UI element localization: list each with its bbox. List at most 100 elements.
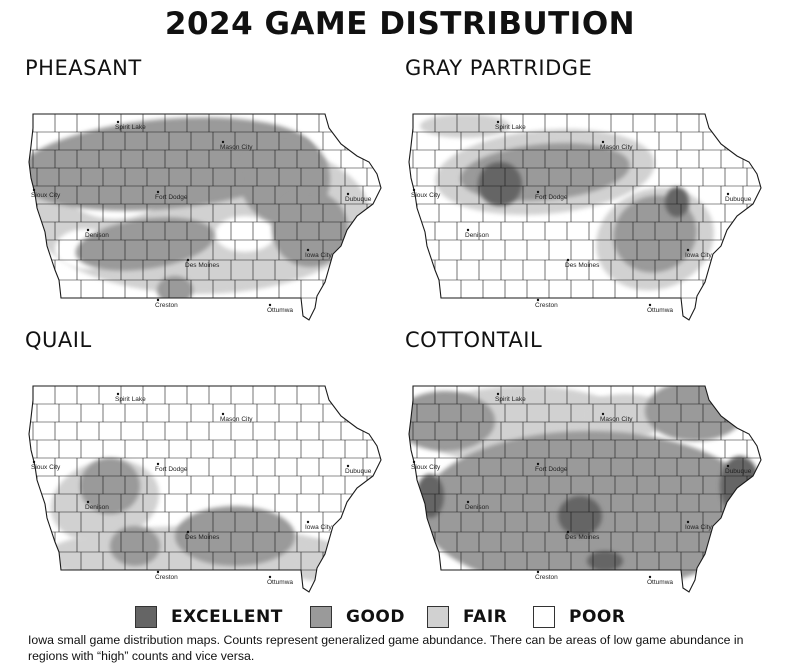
zone-excellent xyxy=(416,474,444,518)
city-label-sioux-city: Sioux City xyxy=(31,464,61,471)
city-label-mason-city: Mason City xyxy=(600,144,633,151)
map-caption: Iowa small game distribution maps. Count… xyxy=(28,633,744,663)
city-marker-fort-dodge xyxy=(156,462,160,466)
city-label-sioux-city: Sioux City xyxy=(411,192,441,199)
legend-label-excellent: EXCELLENT xyxy=(171,607,283,627)
city-marker-spirit-lake xyxy=(116,120,120,124)
zone-good xyxy=(272,191,348,267)
city-label-sioux-city: Sioux City xyxy=(411,464,441,471)
city-marker-sioux-city xyxy=(412,188,416,192)
quail-map-title: QUAIL xyxy=(25,328,92,352)
city-label-denison: Denison xyxy=(85,504,109,511)
legend-label-fair: FAIR xyxy=(463,607,508,627)
city-label-des-moines: Des Moines xyxy=(565,262,600,269)
legend-swatch-poor xyxy=(533,606,555,628)
city-label-ottumwa: Ottumwa xyxy=(647,579,673,586)
county-lines xyxy=(409,114,761,299)
city-label-creston: Creston xyxy=(535,302,558,309)
city-marker-creston xyxy=(536,298,540,302)
city-marker-creston xyxy=(536,570,540,574)
zone-poor xyxy=(215,216,275,252)
city-marker-ottumwa xyxy=(648,303,652,307)
city-marker-sioux-city xyxy=(32,460,36,464)
city-label-iowa-city: Iowa City xyxy=(685,252,712,259)
city-marker-dubuque xyxy=(726,464,730,468)
gray-partridge-map: Spirit Lake Mason City Sioux City Fort Dodg… xyxy=(408,113,762,321)
cottontail-map-title: COTTONTAIL xyxy=(405,328,543,352)
zone-excellent xyxy=(587,551,623,571)
pheasant-map-panel: PHEASANT Spirit Lake Mason City Sioux City… xyxy=(25,56,395,321)
zone-fair xyxy=(291,541,339,581)
city-label-denison: Denison xyxy=(465,504,489,511)
state-outline xyxy=(28,113,382,321)
city-marker-creston xyxy=(156,298,160,302)
quail-map: Spirit Lake Mason City Sioux City Fort Dodg… xyxy=(28,385,382,593)
city-marker-iowa-city xyxy=(686,520,690,524)
city-label-iowa-city: Iowa City xyxy=(685,524,712,531)
city-label-fort-dodge: Fort Dodge xyxy=(535,466,568,473)
cottontail-map: Spirit Lake Mason City Sioux City Fort Dodg… xyxy=(408,385,762,593)
city-marker-mason-city xyxy=(221,412,225,416)
pheasant-map: Spirit Lake Mason City Sioux City Fort Dodg… xyxy=(28,113,382,321)
abundance-zones xyxy=(420,114,714,291)
city-label-des-moines: Des Moines xyxy=(185,534,220,541)
city-marker-denison xyxy=(466,228,470,232)
legend-item-excellent: EXCELLENT xyxy=(135,604,283,630)
city-label-creston: Creston xyxy=(155,574,178,581)
city-marker-denison xyxy=(86,500,90,504)
city-label-mason-city: Mason City xyxy=(600,416,633,423)
legend-item-fair: FAIR xyxy=(427,604,507,630)
legend-label-poor: POOR xyxy=(569,607,626,627)
city-marker-mason-city xyxy=(601,140,605,144)
city-marker-ottumwa xyxy=(268,303,272,307)
zone-good xyxy=(80,458,140,514)
zone-good xyxy=(110,526,160,566)
city-label-spirit-lake: Spirit Lake xyxy=(495,396,526,403)
zone-good xyxy=(75,217,215,271)
city-marker-mason-city xyxy=(601,412,605,416)
city-marker-dubuque xyxy=(726,192,730,196)
legend-swatch-fair xyxy=(427,606,449,628)
legend-item-poor: POOR xyxy=(533,604,625,630)
city-marker-ottumwa xyxy=(268,575,272,579)
city-label-dubuque: Dubuque xyxy=(345,468,372,475)
city-label-iowa-city: Iowa City xyxy=(305,524,332,531)
county-lines xyxy=(29,386,381,571)
gray-partridge-map-title: GRAY PARTRIDGE xyxy=(405,56,593,80)
city-label-dubuque: Dubuque xyxy=(345,196,372,203)
city-label-iowa-city: Iowa City xyxy=(305,252,332,259)
city-marker-spirit-lake xyxy=(496,120,500,124)
pheasant-map-title: PHEASANT xyxy=(25,56,142,80)
city-label-des-moines: Des Moines xyxy=(185,262,220,269)
zone-good xyxy=(157,276,193,304)
city-marker-denison xyxy=(86,228,90,232)
abundance-zones xyxy=(29,117,370,304)
city-label-fort-dodge: Fort Dodge xyxy=(155,194,188,201)
city-label-spirit-lake: Spirit Lake xyxy=(115,396,146,403)
city-label-ottumwa: Ottumwa xyxy=(267,307,293,314)
city-marker-ottumwa xyxy=(648,575,652,579)
zone-good xyxy=(409,391,495,451)
city-marker-iowa-city xyxy=(686,248,690,252)
legend-item-good: GOOD xyxy=(310,604,405,630)
cottontail-map-panel: COTTONTAIL Spirit Lake Mason City Sioux Ci… xyxy=(405,328,775,593)
city-marker-sioux-city xyxy=(412,460,416,464)
abundance-zones xyxy=(409,386,760,591)
page-title: 2024 GAME DISTRIBUTION xyxy=(164,6,636,42)
zone-excellent xyxy=(478,162,522,206)
city-label-creston: Creston xyxy=(155,302,178,309)
city-marker-iowa-city xyxy=(306,248,310,252)
legend-swatch-excellent xyxy=(135,606,157,628)
city-marker-dubuque xyxy=(346,192,350,196)
city-label-ottumwa: Ottumwa xyxy=(647,307,673,314)
city-marker-des-moines xyxy=(186,258,190,262)
city-marker-fort-dodge xyxy=(536,462,540,466)
city-label-dubuque: Dubuque xyxy=(725,468,752,475)
city-marker-fort-dodge xyxy=(536,190,540,194)
city-marker-iowa-city xyxy=(306,520,310,524)
city-label-creston: Creston xyxy=(535,574,558,581)
quail-map-panel: QUAIL Spirit Lake Mason City Sioux City For… xyxy=(25,328,395,593)
city-marker-spirit-lake xyxy=(116,392,120,396)
city-marker-dubuque xyxy=(346,464,350,468)
city-marker-mason-city xyxy=(221,140,225,144)
